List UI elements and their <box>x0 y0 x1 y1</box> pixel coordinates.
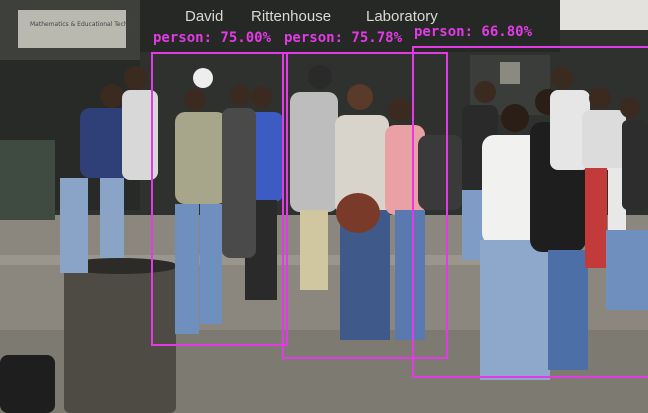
detection-label: person: 66.80% <box>414 24 533 40</box>
building-sign-word: Rittenhouse <box>251 8 332 25</box>
detection-box: person: 66.80% <box>412 24 648 378</box>
building-sign-word: David <box>185 8 224 25</box>
detection-box: person: 75.78% <box>282 30 448 359</box>
detection-label: person: 75.00% <box>153 30 272 46</box>
pedestrian-group <box>60 65 648 380</box>
detection-label: person: 75.78% <box>284 30 403 46</box>
door-notice-panel <box>18 10 126 48</box>
building-sign-word: Laboratory <box>366 8 438 25</box>
door-notice: Mathematics & Educational Technology Ser… <box>30 21 175 28</box>
detection-box: person: 75.00% <box>151 30 288 346</box>
trash-can <box>64 262 176 413</box>
awning <box>560 0 648 30</box>
